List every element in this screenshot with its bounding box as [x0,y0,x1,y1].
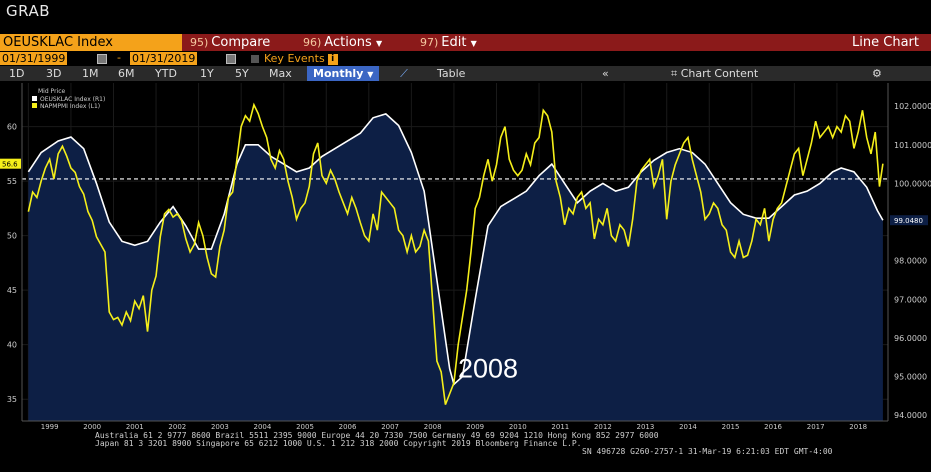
x-axis-tick-label: 2007 [381,423,399,431]
right-axis-tick-label: 96.0000 [894,334,927,343]
range-button-3d[interactable]: 3D [46,67,62,80]
range-toolbar [0,66,931,81]
chart-content-label: Chart Content [680,67,759,80]
footer-contacts-line: Japan 81 3 3201 8900 Singapore 65 6212 1… [95,439,582,448]
x-axis-tick-label: 2008 [424,423,442,431]
x-axis-tick-label: 2004 [254,423,272,431]
gear-icon[interactable]: ⚙ [872,67,882,80]
x-axis-tick-label: 2017 [807,423,825,431]
left-axis-tick-label: 55 [7,177,17,186]
legend-entry: OEUSKLAC Index (R1) [40,96,105,103]
left-axis-tick-label: 40 [7,341,17,350]
x-axis-tick-label: 2000 [83,423,101,431]
range-button-5y[interactable]: 5Y [235,67,249,80]
right-axis-tick-label: 97.0000 [894,295,927,304]
start-date-field[interactable]: 01/31/1999 [0,52,68,65]
chart-type-label: Line Chart [852,35,919,50]
range-button-1m[interactable]: 1M [82,67,99,80]
ticker-field[interactable]: OEUSKLAC Index [0,34,182,51]
legend-entry: NAPMPMI Index (L1) [40,103,100,110]
range-button-1d[interactable]: 1D [9,67,25,80]
chevron-down-icon: ▼ [367,70,374,79]
x-axis-tick-label: 1999 [41,423,59,431]
x-axis-tick-label: 2001 [126,423,144,431]
frequency-dropdown[interactable]: Monthly ▼ [307,66,380,81]
edit-button[interactable]: 97) Edit ▼ [420,34,477,51]
command-bar [0,34,931,51]
actions-button[interactable]: 96) Actions ▼ [303,34,382,51]
footer-serial-line: SN 496728 G260-2757-1 31-Mar-19 6:21:03 … [582,447,833,456]
x-axis-tick-label: 2005 [296,423,314,431]
right-last-value-label: 99.0480 [894,217,923,225]
right-axis-tick-label: 94.0000 [894,411,927,420]
right-axis-tick-label: 102.0000 [894,102,931,111]
line-chart[interactable]: 35 40 45 50 55 60 94.0000 95.0000 96.0000 97.0000… [0,81,931,431]
right-axis-tick-label: 101.0000 [894,141,931,150]
date-separator: - [117,51,121,64]
chevron-down-icon: ▼ [470,39,477,48]
legend-swatch [32,96,37,101]
chevron-down-icon: ▼ [375,39,383,48]
range-button-ytd[interactable]: YTD [155,67,177,80]
chart-content-icon: ⌗ [671,67,678,80]
right-last-value-badge [890,215,928,226]
title-bar: GRAB [0,0,931,34]
line-chart-icon[interactable]: ⟋ [400,67,408,80]
year-annotation: 2008 [458,353,518,383]
x-axis-tick-label: 2013 [637,423,655,431]
compare-number: 95) [190,36,209,49]
table-button[interactable]: Table [437,67,466,80]
left-axis-tick-label: 45 [7,286,17,295]
left-axis-tick-label: 50 [7,232,17,241]
chart-content-button[interactable]: ⌗ Chart Content [671,66,758,81]
legend-title: Mid Price [38,88,66,95]
edit-label: Edit [441,35,467,50]
footer: Australia 61 2 9777 8600 Brazil 5511 239… [0,432,931,456]
x-axis-tick-label: 2002 [168,423,186,431]
calendar-icon[interactable] [226,54,236,64]
frequency-label: Monthly [313,67,364,80]
compare-button[interactable]: 95) Compare [190,34,270,51]
x-axis-tick-label: 2018 [849,423,867,431]
checkbox-icon [251,55,259,63]
actions-number: 96) [303,36,322,49]
actions-label: Actions [324,35,372,50]
x-axis-tick-label: 2009 [466,423,484,431]
app-title: GRAB [6,2,50,20]
compare-label: Compare [211,35,271,50]
edit-number: 97) [420,36,439,49]
key-events-toggle[interactable]: Key Events i [251,52,338,65]
x-axis-tick-label: 2016 [764,423,782,431]
footer-contacts-line: Australia 61 2 9777 8600 Brazil 5511 239… [95,431,659,440]
legend-swatch [32,103,37,108]
right-axis-tick-label: 95.0000 [894,373,927,382]
collapse-panel-icon[interactable]: « [602,67,609,80]
x-axis-tick-label: 2015 [722,423,740,431]
x-axis-tick-label: 2010 [509,423,527,431]
range-button-max[interactable]: Max [269,67,292,80]
left-last-value-label: 56.6 [2,161,18,169]
range-button-6m[interactable]: 6M [118,67,135,80]
x-axis-tick-label: 2011 [551,423,569,431]
left-axis-tick-label: 60 [7,123,17,132]
left-last-value-badge [0,158,21,169]
end-date-field[interactable]: 01/31/2019 [130,52,198,65]
key-events-label: Key Events [264,52,325,65]
left-axis-tick-label: 35 [7,395,17,404]
napmpmi-series-line [27,102,884,405]
x-axis-tick-label: 2014 [679,423,697,431]
x-axis-tick-label: 2003 [211,423,229,431]
info-icon[interactable]: i [327,53,338,65]
range-button-1y[interactable]: 1Y [200,67,214,80]
calendar-icon[interactable] [97,54,107,64]
right-axis-tick-label: 98.0000 [894,257,927,266]
x-axis-tick-label: 2006 [339,423,357,431]
right-axis-tick-label: 100.0000 [894,179,931,188]
x-axis-tick-label: 2012 [594,423,612,431]
